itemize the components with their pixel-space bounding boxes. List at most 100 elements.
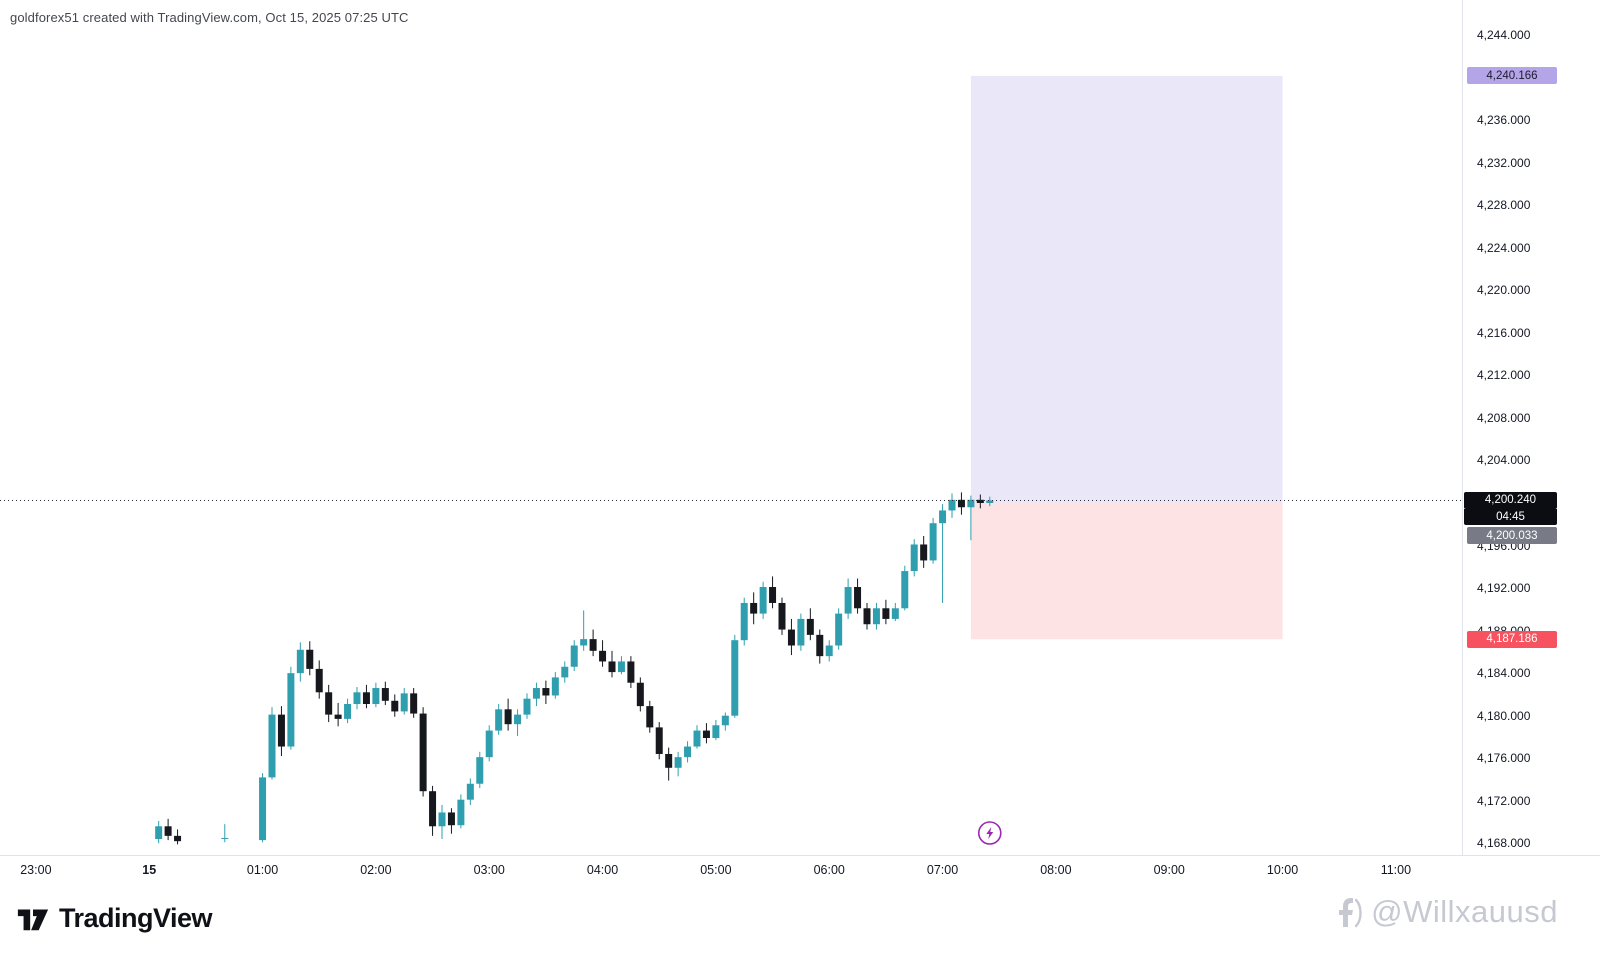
price-tick-label: 4,224.000 [1477,240,1531,255]
price-tick-label: 4,168.000 [1477,836,1531,851]
price-tick-label: 4,228.000 [1477,198,1531,213]
time-tick-label: 04:00 [586,863,619,877]
candle-down [854,587,862,609]
candle-down [419,713,427,792]
candle-up [891,608,899,619]
candle-up [835,613,843,646]
candle-down [315,668,323,693]
candle-up [580,639,588,646]
chart-title: goldforex51 created with TradingView.com… [10,10,409,25]
time-tick-label: 11:00 [1380,863,1412,877]
candle-down [769,587,777,603]
candle-down [542,688,550,696]
price-axis[interactable]: 4,244.0004,240.0004,236.0004,232.0004,22… [1462,0,1600,885]
tradingview-logo[interactable]: TradingView [16,898,213,938]
candle-up [551,677,559,696]
time-tick-label: 15 [142,863,157,877]
candle-down [646,706,654,728]
candle-down [920,544,928,561]
price-tick-label: 4,236.000 [1477,113,1531,128]
candle-up [523,698,531,715]
candle-up [466,783,474,800]
candle-up [844,587,852,614]
current-price-badge: 4,200.240 [1464,491,1557,509]
candle-up [476,757,484,784]
time-tick-label: 06:00 [813,863,845,877]
candle-up [495,709,503,731]
candle-up [740,602,748,641]
candle-down [410,693,418,714]
candle-up [353,692,361,704]
candle-up [438,812,446,827]
candle-up [485,730,493,758]
candle-countdown: 04:45 [1464,508,1557,525]
tradingview-logo-icon [17,909,49,931]
candle-up [674,757,682,768]
candle-up [532,688,540,699]
social-watermark: @Willxauusd [1335,892,1558,932]
lightning-icon [986,827,994,839]
candle-up [344,703,352,719]
candle-up [268,714,276,778]
watermark-handle: @Willxauusd [1371,894,1558,929]
candle-up [457,799,465,826]
candle-up [570,645,578,667]
target-price-badge: 4,240.166 [1467,67,1557,85]
candle-up [986,500,994,504]
candle-down [429,791,437,827]
candle-up [155,826,163,840]
price-tick-label: 4,208.000 [1477,410,1531,425]
candle-down [882,608,890,619]
candle-down [702,730,710,739]
price-tick-label: 4,184.000 [1477,666,1531,681]
time-axis[interactable]: 23:00 15 01:00 02:00 03:00 04:00 05:00 06:00 07:… [0,855,1600,885]
candle-up [259,777,267,841]
candle-down [608,661,616,673]
price-tick-label: 4,204.000 [1477,453,1531,468]
time-tick-label: 03:00 [473,863,505,877]
price-tick-label: 4,192.000 [1477,581,1531,596]
candle-down [778,602,786,630]
candle-down [816,634,824,657]
candle-up [731,640,739,716]
price-tick-label: 4,176.000 [1477,751,1531,766]
candle-up [514,714,522,725]
candle-up [939,510,947,524]
candle-down [362,692,370,704]
candle-down [636,682,644,707]
price-tick-label: 4,220.000 [1477,283,1531,298]
time-tick-label: 10:00 [1266,863,1299,877]
candle-down [391,700,399,712]
candle-down [806,618,814,635]
candle-up [967,499,975,508]
candle-up [221,837,229,839]
position-profit-box[interactable] [970,75,1283,503]
price-tick-label: 4,216.000 [1477,325,1531,340]
candle-down [957,499,965,508]
candle-down [174,835,182,842]
candle-down [447,812,455,826]
candle-up [561,666,569,678]
time-tick-label: 07:00 [926,863,959,877]
time-tick-label: 08:00 [1040,863,1072,877]
candle-up [296,649,304,674]
candle-up [759,587,767,614]
chart-pane[interactable] [0,0,1462,855]
candle-up [910,544,918,572]
time-tick-label: 09:00 [1153,863,1185,877]
price-tick-label: 4,244.000 [1477,28,1531,43]
candle-up [872,608,880,625]
candle-up [617,661,625,673]
candle-up [684,746,692,758]
candle-up [400,693,408,712]
tradingview-logo-text: TradingView [59,902,213,933]
candle-down [589,639,597,651]
candle-up [901,571,909,609]
candle-up [693,730,701,747]
candle-up [712,725,720,739]
candle-down [325,692,333,715]
candle-down [750,602,758,614]
position-stop-box[interactable] [970,502,1283,640]
candle-up [287,673,295,747]
